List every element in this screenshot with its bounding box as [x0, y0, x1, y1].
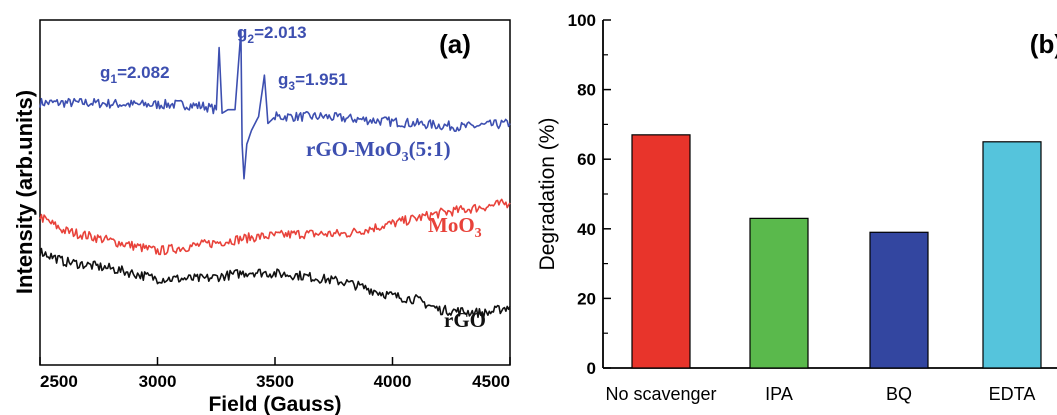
panel-a-y-axis-label: Intensity (arb.units) [12, 90, 37, 294]
panel-b-bars [631, 134, 1042, 369]
annotation-g1-value: =2.082 [117, 63, 169, 82]
annotation-g3-value: =1.951 [295, 70, 347, 89]
series-line-rgo-moo3-5-1 [39, 29, 511, 180]
series-label-moo3: MoO3 [428, 213, 482, 241]
panel-a-x-tick-label: 4500 [472, 372, 510, 391]
series-line-rgo [39, 247, 511, 319]
series-label-rgo-moo3-main: rGO-MoO [306, 137, 402, 161]
panel-b-y-tick-label: 20 [577, 289, 596, 308]
series-line-moo3 [39, 198, 511, 256]
panel-b-y-axis-label: Degradation (%) [536, 118, 559, 271]
category-label: BQ [886, 384, 912, 404]
bar-bq [869, 231, 929, 369]
category-label: IPA [765, 384, 793, 404]
panel-b-y-tick-label: 40 [577, 220, 596, 239]
series-label-rgo-main: rGO [444, 308, 486, 332]
panel-a-x-ticks: 2500 3000 3500 4000 4500 [39, 357, 511, 391]
panel-b-label: (b) [1030, 29, 1057, 59]
bar-no-scavenger [631, 134, 691, 369]
annotation-g3-sub: 3 [288, 79, 295, 93]
annotation-g1-sub: 1 [110, 72, 117, 86]
panel-b-y-tick-label: 80 [577, 81, 596, 100]
series-label-rgo-moo3-sub: 3 [402, 150, 409, 165]
panel-a-x-tick-label: 2500 [40, 372, 78, 391]
annotation-g3: g3=1.951 [278, 70, 348, 93]
series-label-rgo-moo3-tail: (5:1) [409, 137, 451, 161]
panel-b-y-tick-label: 100 [568, 11, 596, 30]
series-label-moo3-sub: 3 [475, 226, 482, 241]
series-label-rgo-moo3: rGO-MoO3(5:1) [306, 137, 451, 165]
annotation-g2-sub: 2 [247, 32, 254, 46]
panel-a-x-tick-label: 3500 [256, 372, 294, 391]
category-label: EDTA [989, 384, 1036, 404]
panel-a-x-tick-label: 3000 [139, 372, 177, 391]
panel-a-x-axis-label: Field (Gauss) [208, 393, 341, 415]
annotation-g1: g1=2.082 [100, 63, 170, 86]
annotation-g2: g2=2.013 [237, 23, 307, 46]
category-label: No scavenger [605, 384, 716, 404]
panel-a-series-lines [39, 29, 511, 319]
bar-edta [982, 141, 1042, 369]
panel-b-y-tick-label: 0 [587, 359, 596, 378]
panel-a-x-tick-label: 4000 [374, 372, 412, 391]
panel-b-bar-chart: 0 20 40 60 80 100 No scavenger IPA BQ EDTA (b) D… [536, 11, 1057, 404]
series-label-rgo: rGO [444, 308, 486, 332]
panel-b-category-labels: No scavenger IPA BQ EDTA [605, 384, 1035, 404]
series-label-moo3-main: MoO [428, 213, 475, 237]
panel-b-y-tick-label: 60 [577, 150, 596, 169]
panel-a-epr-chart: 2500 3000 3500 4000 4500 (a) Intensity (arb.… [12, 19, 511, 415]
panel-a-label: (a) [439, 29, 471, 59]
bar-ipa [749, 217, 809, 369]
panel-b-y-ticks: 0 20 40 60 80 100 [568, 11, 611, 378]
annotation-g2-value: =2.013 [254, 23, 306, 42]
